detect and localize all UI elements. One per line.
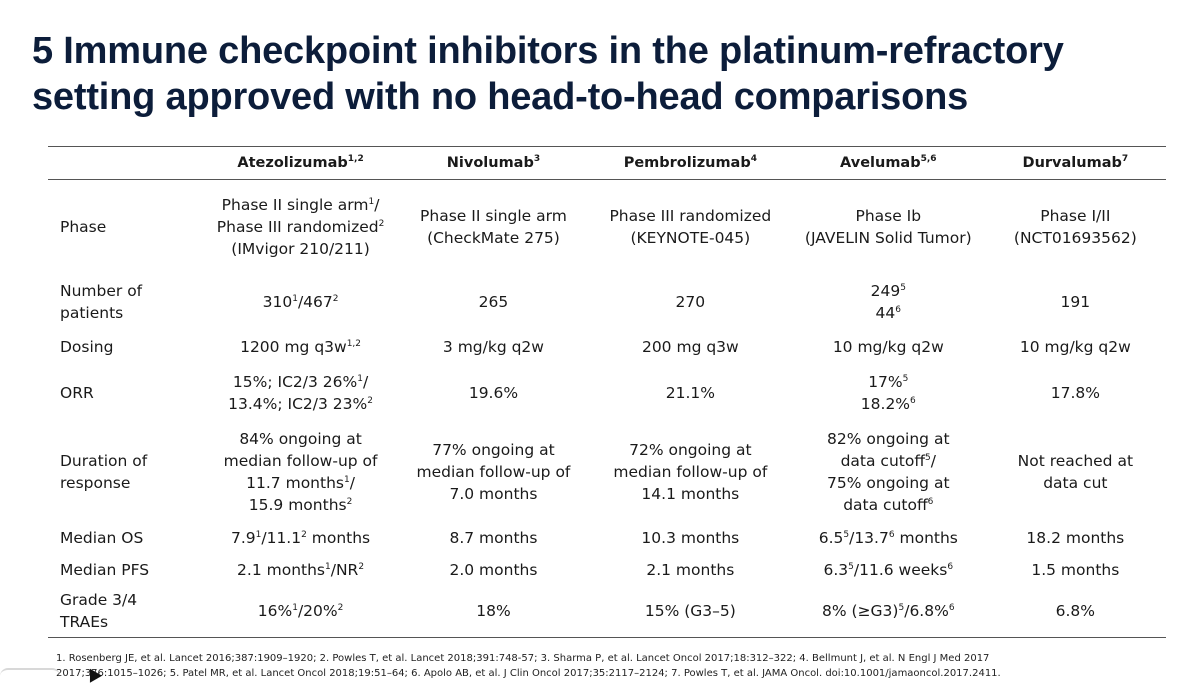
references-line-2: 2017;376:1015–1026; 5. Patel MR, et al. … <box>56 668 1001 679</box>
table-row-patients: Number of patients 3101/4672 265 270 2495… <box>48 274 1166 330</box>
table-row-dosing: Dosing 1200 mg q3w1,2 3 mg/kg q2w 200 mg… <box>48 330 1166 364</box>
cell-orr-pembrolizumab: 21.1% <box>665 383 715 402</box>
cell-patients-avelumab: 2495 446 <box>870 281 906 322</box>
table-header-row: Atezolizumab1,2 Nivolumab3 Pembrolizumab… <box>48 146 1166 180</box>
corner-watermark-mark <box>0 668 60 688</box>
cell-traes-nivolumab: 18% <box>398 585 589 638</box>
row-label-median-pfs: Median PFS <box>60 560 150 579</box>
header-pembrolizumab: Pembrolizumab4 <box>588 146 792 180</box>
cell-duration-nivolumab: 77% ongoing at median follow-up of 7.0 mon… <box>416 440 571 503</box>
cell-os-durvalumab: 18.2 months <box>1026 528 1125 547</box>
cell-traes-avelumab: 8% (≥G3)5/6.8%6 <box>791 585 985 638</box>
slide-title: 5 Immune checkpoint inhibitors in the pl… <box>32 28 1172 120</box>
row-label-orr: ORR <box>60 383 94 402</box>
cell-phase-durvalumab: Phase I/II (NCT01693562) <box>1013 206 1137 247</box>
cell-orr-nivolumab: 19.6% <box>468 383 519 402</box>
header-durvalumab: Durvalumab7 <box>984 146 1166 180</box>
cell-dosing-durvalumab: 10 mg/kg q2w <box>1019 337 1131 356</box>
row-label-patients: Number of patients <box>60 281 143 322</box>
table-row-phase: Phase Phase II single arm1/ Phase III ra… <box>48 180 1166 274</box>
cell-phase-atezolizumab: Phase II single arm1/ Phase III randomiz… <box>216 195 385 258</box>
cell-traes-atezolizumab: 16%1/20%2 <box>203 585 399 638</box>
cell-traes-durvalumab: 6.8% <box>984 585 1166 638</box>
header-avelumab: Avelumab5,6 <box>791 146 985 180</box>
cell-patients-pembrolizumab: 270 <box>675 292 706 311</box>
table-row-traes: Grade 3/4 TRAEs 16%1/20%2 18% 15% (G3–5) … <box>48 585 1166 638</box>
cell-os-avelumab: 6.55/13.76 months <box>818 528 958 547</box>
cell-duration-avelumab: 82% ongoing at data cutoff5/ 75% ongoing… <box>827 429 950 514</box>
cell-phase-avelumab: Phase Ib (JAVELIN Solid Tumor) <box>804 206 972 247</box>
cell-pfs-atezolizumab: 2.1 months1/NR2 <box>237 560 365 579</box>
cell-orr-avelumab: 17%5 18.2%6 <box>860 372 916 413</box>
table-row-orr: ORR 15%; IC2/3 26%1/ 13.4%; IC2/3 23%2 1… <box>48 364 1166 422</box>
cell-dosing-nivolumab: 3 mg/kg q2w <box>442 337 544 356</box>
cell-os-atezolizumab: 7.91/11.12 months <box>230 528 371 547</box>
cell-phase-pembrolizumab: Phase III randomized (KEYNOTE-045) <box>609 206 772 247</box>
cell-pfs-nivolumab: 2.0 months <box>449 560 538 579</box>
cell-patients-nivolumab: 265 <box>478 292 509 311</box>
slide-title-line-1: 5 Immune checkpoint inhibitors in the pl… <box>32 30 1064 72</box>
comparison-table: Atezolizumab1,2 Nivolumab3 Pembrolizumab… <box>48 146 1166 638</box>
row-label-duration: Duration of response <box>60 451 148 492</box>
cell-patients-atezolizumab: 3101/4672 <box>262 292 339 311</box>
header-empty-cell <box>48 146 203 180</box>
cell-traes-pembrolizumab: 15% (G3–5) <box>588 585 792 638</box>
header-nivolumab: Nivolumab3 <box>398 146 589 180</box>
table-row-median-os: Median OS 7.91/11.12 months 8.7 months 1… <box>48 522 1166 554</box>
references-line-1: 1. Rosenberg JE, et al. Lancet 2016;387:… <box>56 653 990 664</box>
row-label-median-os: Median OS <box>60 528 144 547</box>
cell-dosing-pembrolizumab: 200 mg q3w <box>641 337 739 356</box>
cell-pfs-pembrolizumab: 2.1 months <box>646 560 735 579</box>
row-label-dosing: Dosing <box>60 337 114 356</box>
cell-dosing-avelumab: 10 mg/kg q2w <box>832 337 944 356</box>
row-label-traes: Grade 3/4 TRAEs <box>48 585 203 638</box>
row-label-phase: Phase <box>60 217 107 236</box>
table-row-duration: Duration of response 84% ongoing at media… <box>48 422 1166 522</box>
cell-pfs-avelumab: 6.35/11.6 weeks6 <box>823 560 954 579</box>
cell-phase-nivolumab: Phase II single arm (CheckMate 275) <box>420 206 567 247</box>
cell-orr-durvalumab: 17.8% <box>1050 383 1100 402</box>
cell-orr-atezolizumab: 15%; IC2/3 26%1/ 13.4%; IC2/3 23%2 <box>228 372 373 413</box>
references-footnote: 1. Rosenberg JE, et al. Lancet 2016;387:… <box>56 651 1176 681</box>
cell-pfs-durvalumab: 1.5 months <box>1031 560 1120 579</box>
cell-os-nivolumab: 8.7 months <box>449 528 538 547</box>
header-atezolizumab: Atezolizumab1,2 <box>203 146 399 180</box>
cell-duration-durvalumab: Not reached at data cut <box>1017 451 1134 492</box>
cell-duration-pembrolizumab: 72% ongoing at median follow-up of 14.1 mo… <box>613 440 768 503</box>
slide-title-line-2: setting approved with no head-to-head co… <box>32 76 969 118</box>
cell-patients-durvalumab: 191 <box>1060 292 1091 311</box>
cell-duration-atezolizumab: 84% ongoing at median follow-up of 11.7 … <box>223 429 378 514</box>
cell-dosing-atezolizumab: 1200 mg q3w1,2 <box>240 337 362 356</box>
table-row-median-pfs: Median PFS 2.1 months1/NR2 2.0 months 2.… <box>48 554 1166 586</box>
cell-os-pembrolizumab: 10.3 months <box>641 528 740 547</box>
